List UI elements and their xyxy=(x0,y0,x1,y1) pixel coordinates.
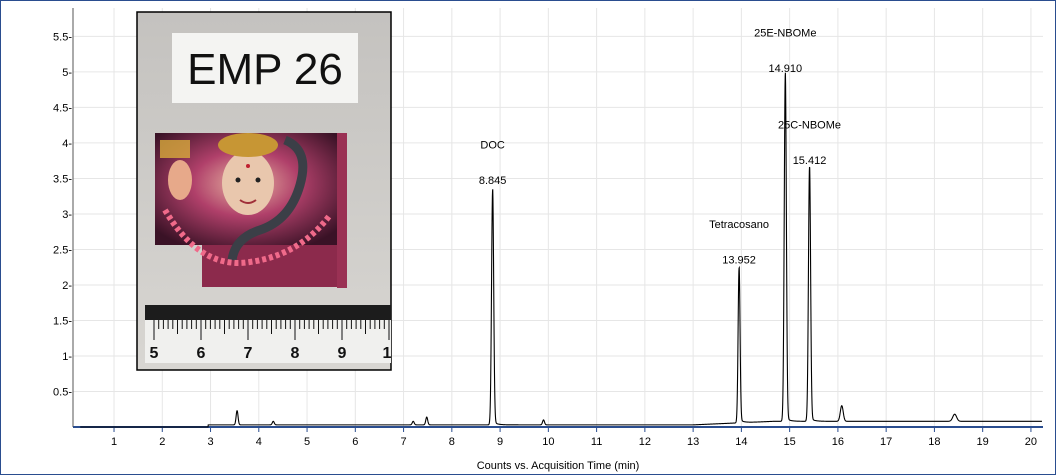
ruler-number-6: 6 xyxy=(197,345,206,362)
ruler: 5 6 7 8 9 1 xyxy=(145,305,392,363)
ruler-number-8: 8 xyxy=(291,345,300,362)
chromatogram-trace xyxy=(80,72,1042,428)
y-tick-label: 3- xyxy=(62,209,72,221)
x-axis-ticks: 1 2 3 4 5 6 7 8 9 10 11 12 13 14 15 16 17 18 19 20 xyxy=(111,427,1037,448)
x-tick-label: 16 xyxy=(832,436,844,448)
y-tick-label: 2- xyxy=(62,280,72,292)
ruler-number-7: 7 xyxy=(244,345,253,362)
x-tick-label: 19 xyxy=(977,436,989,448)
x-axis-title: Counts vs. Acquisition Time (min) xyxy=(477,460,640,472)
x-tick-label: 1 xyxy=(111,436,117,448)
y-tick-label: 4- xyxy=(62,138,72,150)
x-tick-label: 13 xyxy=(687,436,699,448)
x-tick-label: 18 xyxy=(928,436,940,448)
x-tick-label: 14 xyxy=(735,436,747,448)
peak-rt-label: 8.845 xyxy=(479,175,507,187)
y-tick-label: 4.5- xyxy=(53,102,72,114)
y-tick-label: 2.5- xyxy=(53,244,72,256)
peak-name-label: DOC xyxy=(480,140,505,152)
sample-label: EMP 26 xyxy=(187,45,343,94)
inset-photo: EMP 26 5 6 7 xyxy=(136,11,392,371)
y-axis-ticks: 0.5- 1- 1.5- 2- 2.5- 3- 3.5- 4- 4.5- 5- 5.5- xyxy=(53,31,72,398)
peak-name-label: Tetracosano xyxy=(709,219,769,231)
x-tick-label: 5 xyxy=(304,436,310,448)
y-tick-label: 1.5- xyxy=(53,315,72,327)
peak-rt-label: 14.910 xyxy=(768,63,802,75)
x-tick-label: 10 xyxy=(542,436,554,448)
y-tick-label: 1- xyxy=(62,351,72,363)
peak-name-label: 25E-NBOMe xyxy=(754,27,816,39)
x-tick-label: 15 xyxy=(784,436,796,448)
blotter-stamp xyxy=(155,133,347,288)
ruler-number-9: 9 xyxy=(338,345,347,362)
x-tick-label: 3 xyxy=(207,436,213,448)
y-tick-label: 0.5- xyxy=(53,386,72,398)
x-tick-label: 11 xyxy=(591,436,602,448)
y-tick-label: 3.5- xyxy=(53,173,72,185)
peak-name-label: 25C-NBOMe xyxy=(778,120,841,132)
label-card xyxy=(172,33,358,103)
x-tick-label: 20 xyxy=(1025,436,1037,448)
x-tick-label: 17 xyxy=(880,436,892,448)
y-tick-label: 5.5- xyxy=(53,31,72,43)
x-tick-label: 8 xyxy=(449,436,455,448)
ruler-number-10: 1 xyxy=(383,345,392,362)
x-tick-label: 9 xyxy=(497,436,503,448)
x-tick-label: 2 xyxy=(159,436,165,448)
peak-annotations: DOC 8.845 Tetracosano 13.952 25E-NBOMe 14.910… xyxy=(479,27,841,266)
peak-rt-label: 15.412 xyxy=(793,155,827,167)
x-tick-label: 12 xyxy=(639,436,651,448)
y-tick-label: 5- xyxy=(62,67,72,79)
peak-rt-label: 13.952 xyxy=(722,255,756,267)
x-tick-label: 6 xyxy=(352,436,358,448)
x-tick-label: 4 xyxy=(256,436,262,448)
x-tick-label: 7 xyxy=(401,436,407,448)
ruler-number-5: 5 xyxy=(150,345,159,362)
